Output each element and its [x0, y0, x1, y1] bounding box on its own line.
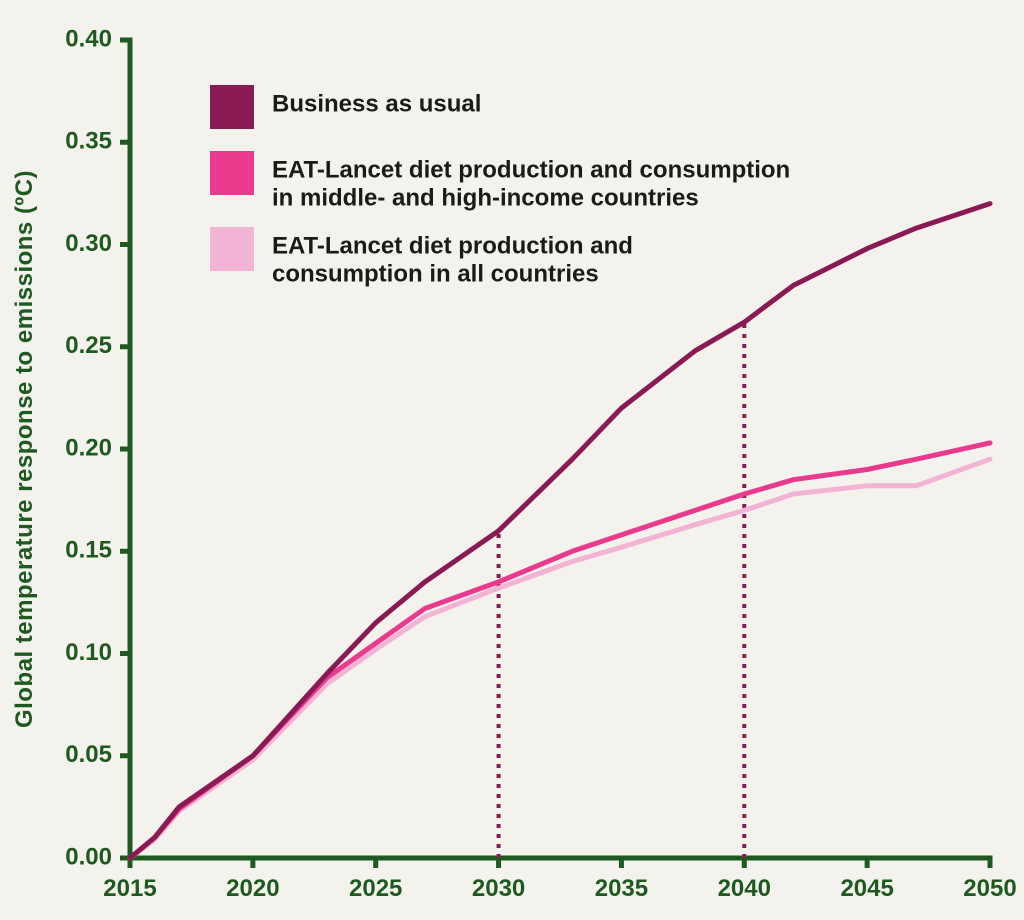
x-tick-label: 2025 [349, 875, 402, 902]
y-tick-label: 0.40 [65, 25, 112, 52]
x-tick-label: 2045 [840, 875, 893, 902]
y-tick-label: 0.00 [65, 843, 112, 870]
y-tick-label: 0.20 [65, 434, 112, 461]
x-tick-label: 2035 [595, 875, 648, 902]
legend-swatch [210, 85, 254, 129]
legend-label: consumption in all countries [272, 260, 599, 287]
x-tick-label: 2030 [472, 875, 525, 902]
x-tick-label: 2015 [103, 875, 156, 902]
legend-label: Business as usual [272, 90, 481, 117]
y-tick-label: 0.30 [65, 230, 112, 257]
legend-label: EAT-Lancet diet production and consumpti… [272, 156, 790, 183]
y-tick-label: 0.05 [65, 741, 112, 768]
y-axis-label: Global temperature response to emissions… [11, 170, 38, 728]
x-tick-label: 2050 [963, 875, 1016, 902]
legend-label: EAT-Lancet diet production and [272, 232, 633, 259]
chart-svg: 0.00 0.05 0.10 0.15 0.20 0.25 0.30 0.35 0.40 2015… [0, 0, 1024, 920]
x-tick-label: 2020 [226, 875, 279, 902]
x-tick-label: 2040 [718, 875, 771, 902]
temperature-response-chart: 0.00 0.05 0.10 0.15 0.20 0.25 0.30 0.35 0.40 2015… [0, 0, 1024, 920]
legend-swatch [210, 227, 254, 271]
y-tick-label: 0.25 [65, 332, 112, 359]
legend-label: in middle- and high-income countries [272, 184, 699, 211]
chart-background [0, 0, 1024, 920]
y-tick-label: 0.10 [65, 639, 112, 666]
legend-swatch [210, 151, 254, 195]
y-tick-label: 0.35 [65, 128, 112, 155]
y-tick-label: 0.15 [65, 537, 112, 564]
